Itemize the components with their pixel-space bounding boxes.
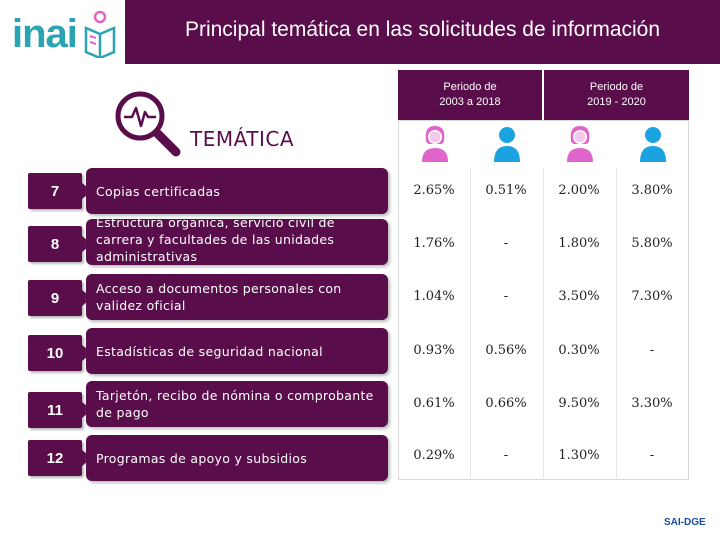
man-icon bbox=[494, 127, 520, 162]
table-row: 7 Copias certificadas 2.65% 0.51% 2.00% … bbox=[0, 168, 720, 214]
logo-text: inai bbox=[12, 12, 78, 56]
person-book-icon bbox=[84, 10, 116, 58]
rank-badge: 9 bbox=[28, 280, 92, 316]
column-divider bbox=[543, 168, 544, 480]
value-cell: 0.66% bbox=[485, 396, 527, 411]
value-cell: - bbox=[503, 289, 509, 304]
value-cell: 1.80% bbox=[558, 236, 600, 251]
table-row: 12 Programas de apoyo y subsidios 0.29% … bbox=[0, 435, 720, 481]
value-cell: 1.04% bbox=[413, 289, 455, 304]
women-column-header bbox=[398, 120, 470, 168]
value-cell: - bbox=[649, 343, 655, 358]
topic-label: Copias certificadas bbox=[86, 168, 388, 214]
man-icon bbox=[640, 127, 666, 162]
value-cell: 2.65% bbox=[413, 183, 455, 198]
value-cell: 0.61% bbox=[413, 396, 455, 411]
rank-badge: 11 bbox=[28, 392, 92, 428]
value-cell: 0.30% bbox=[558, 343, 600, 358]
value-cell: 7.30% bbox=[631, 289, 673, 304]
value-cell: - bbox=[649, 448, 655, 463]
value-cell: 0.56% bbox=[485, 343, 527, 358]
value-cell: - bbox=[503, 236, 509, 251]
topic-label: Estadísticas de seguridad nacional bbox=[86, 328, 388, 374]
topic-text: Estadísticas de seguridad nacional bbox=[96, 343, 323, 359]
men-column-header bbox=[470, 120, 542, 168]
topic-label: Acceso a documentos personales con valid… bbox=[86, 274, 388, 320]
rank-badge: 12 bbox=[28, 440, 92, 476]
topic-text: Estructura orgánica, servicio civil de c… bbox=[96, 219, 335, 264]
rank-badge: 7 bbox=[28, 173, 92, 209]
topic-label: Tarjetón, recibo de nómina o comprobante… bbox=[86, 381, 388, 427]
value-cell: 0.51% bbox=[485, 183, 527, 198]
page-title: Principal temática en las solicitudes de… bbox=[184, 18, 661, 41]
rank-badge: 10 bbox=[28, 335, 92, 371]
table-row: 8 Estructura orgánica, servicio civil de… bbox=[0, 219, 720, 265]
topic-label: Estructura orgánica, servicio civil de c… bbox=[86, 219, 388, 265]
table-row: 10 Estadísticas de seguridad nacional 0.… bbox=[0, 328, 720, 374]
footer-credit: SAI-DGE bbox=[664, 517, 706, 528]
topic-text: Acceso a documentos personales con valid… bbox=[96, 281, 342, 313]
inai-logo: inai bbox=[0, 0, 125, 64]
header-bar: Principal temática en las solicitudes de… bbox=[125, 0, 720, 64]
period-label: Periodo de 2003 a 2018 bbox=[439, 81, 501, 108]
value-cell: - bbox=[503, 448, 509, 463]
rank-badge: 8 bbox=[28, 226, 92, 262]
topic-text: Copias certificadas bbox=[96, 183, 221, 199]
value-cell: 1.76% bbox=[413, 236, 455, 251]
value-cell: 5.80% bbox=[631, 236, 673, 251]
woman-icon bbox=[422, 126, 448, 162]
men-column-header bbox=[616, 120, 688, 168]
value-cell: 0.93% bbox=[413, 343, 455, 358]
topic-text: Programas de apoyo y subsidios bbox=[96, 450, 308, 466]
table-row: 11 Tarjetón, recibo de nómina o comproba… bbox=[0, 381, 720, 428]
value-cell: 9.50% bbox=[558, 396, 600, 411]
women-column-header bbox=[543, 120, 615, 168]
value-cell: 1.30% bbox=[558, 448, 600, 463]
magnifier-pulse-icon bbox=[115, 91, 181, 157]
column-divider bbox=[616, 168, 617, 480]
value-cell: 3.80% bbox=[631, 183, 673, 198]
column-divider bbox=[470, 168, 471, 480]
period-header-2019-2020: Periodo de 2019 - 2020 bbox=[544, 70, 689, 120]
value-cell: 0.29% bbox=[413, 448, 455, 463]
woman-icon bbox=[567, 126, 593, 162]
value-cell: 3.30% bbox=[631, 396, 673, 411]
value-cell: 3.50% bbox=[558, 289, 600, 304]
tematica-heading: TEMÁTICA bbox=[190, 127, 294, 151]
topic-text: Tarjetón, recibo de nómina o comprobante… bbox=[96, 388, 374, 420]
value-cell: 2.00% bbox=[558, 183, 600, 198]
topic-label: Programas de apoyo y subsidios bbox=[86, 435, 388, 481]
period-label: Periodo de 2019 - 2020 bbox=[587, 81, 646, 108]
period-header-2003-2018: Periodo de 2003 a 2018 bbox=[398, 70, 542, 120]
table-row: 9 Acceso a documentos personales con val… bbox=[0, 274, 720, 320]
